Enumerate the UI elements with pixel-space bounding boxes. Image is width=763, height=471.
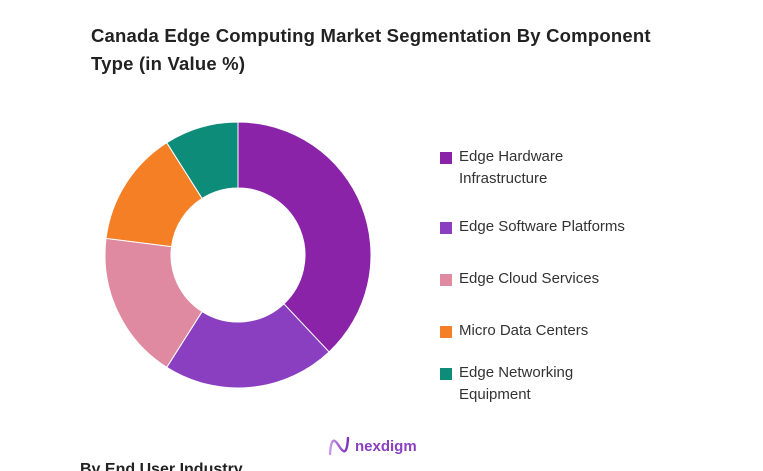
- next-section-heading: By End User Industry: [80, 461, 243, 471]
- legend-swatch: [440, 152, 452, 164]
- slice-edge-hardware-infrastructure: [237, 121, 372, 353]
- legend-label: Edge Cloud Services: [459, 270, 600, 287]
- nexdigm-logo: nexdigm: [328, 436, 417, 456]
- legend-label: Edge Software Platforms: [459, 218, 625, 235]
- legend-label: Edge Networking Equipment: [459, 364, 574, 403]
- legend-item: Edge Hardware Infrastructure: [440, 146, 590, 190]
- legend-swatch: [440, 274, 452, 286]
- legend-label: Micro Data Centers: [459, 322, 589, 339]
- slice-edge-software-platforms: [166, 303, 330, 389]
- legend-label: Edge Hardware Infrastructure: [459, 148, 564, 187]
- legend-item: Edge Software Platforms: [440, 216, 670, 238]
- legend-swatch: [440, 222, 452, 234]
- legend-swatch: [440, 326, 452, 338]
- slice-edge-networking-equipment: [166, 121, 239, 200]
- chart-title: Canada Edge Computing Market Segmentatio…: [91, 25, 651, 74]
- legend-item: Edge Networking Equipment: [440, 362, 590, 406]
- logo-text: nexdigm: [355, 437, 417, 455]
- legend-swatch: [440, 368, 452, 380]
- legend-item: Micro Data Centers: [440, 320, 670, 342]
- logo-icon: [328, 436, 350, 456]
- legend-item: Edge Cloud Services: [440, 268, 670, 290]
